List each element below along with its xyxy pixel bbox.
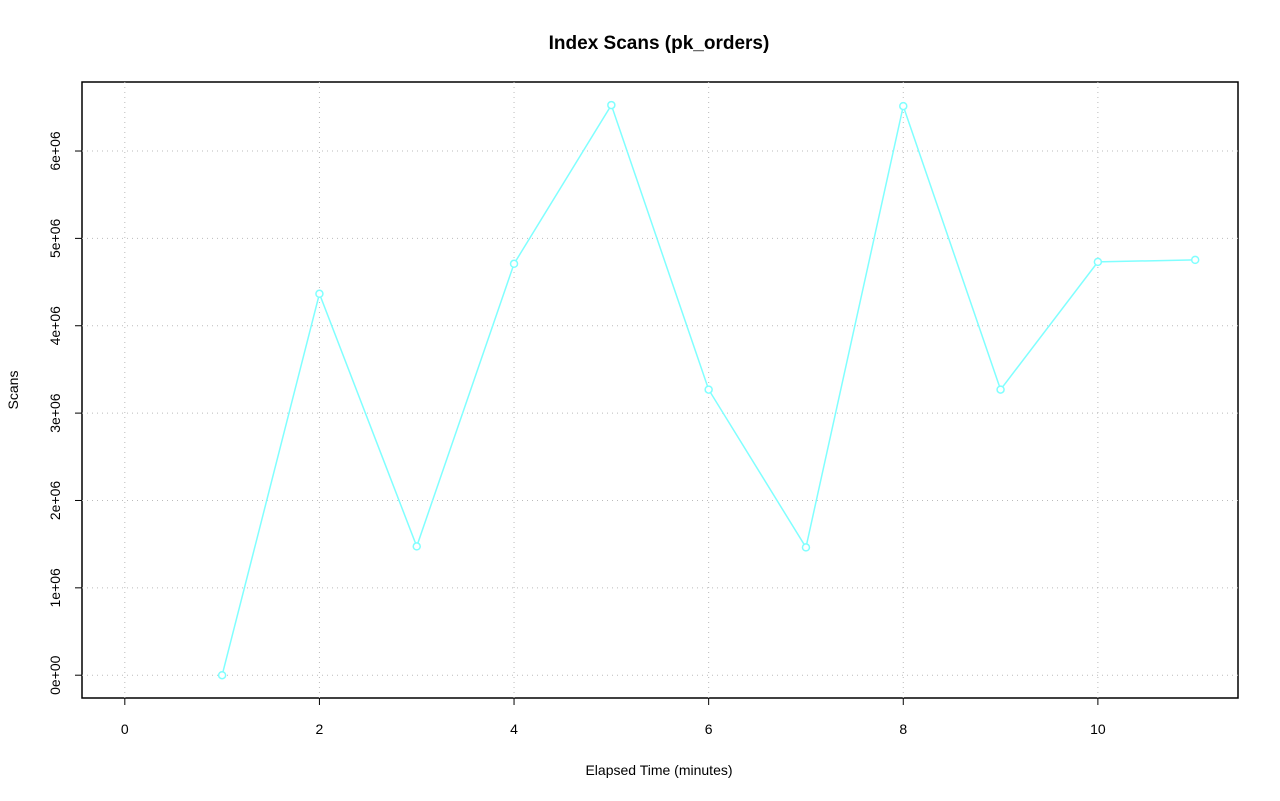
y-tick-label: 2e+06 xyxy=(47,481,63,521)
y-tick-label: 1e+06 xyxy=(47,568,63,608)
point xyxy=(1093,257,1103,267)
point xyxy=(1190,255,1200,265)
plot-frame xyxy=(81,81,1239,699)
y-axis-label: Scans xyxy=(5,371,21,410)
y-tick-label: 3e+06 xyxy=(47,393,63,433)
y-tick-label: 4e+06 xyxy=(47,306,63,346)
point xyxy=(996,385,1005,394)
chart-title: Index Scans (pk_orders) xyxy=(549,33,770,54)
point xyxy=(899,101,908,111)
point xyxy=(704,385,713,394)
x-tick-label: 2 xyxy=(316,721,324,737)
point xyxy=(315,289,324,299)
point xyxy=(607,100,616,110)
x-tick-label: 8 xyxy=(899,721,907,737)
x-tick-label: 0 xyxy=(121,721,129,737)
y-tick-label: 5e+06 xyxy=(47,219,63,259)
y-tick-label: 0e+00 xyxy=(47,655,63,695)
x-tick-label: 4 xyxy=(510,721,518,737)
point xyxy=(801,543,811,552)
point xyxy=(509,259,519,269)
y-tick-label: 6e+06 xyxy=(47,131,63,171)
point xyxy=(217,670,227,680)
point xyxy=(412,542,421,551)
x-tick-label: 10 xyxy=(1090,721,1106,737)
x-axis-label: Elapsed Time (minutes) xyxy=(585,762,732,778)
x-tick-label: 6 xyxy=(705,721,713,737)
